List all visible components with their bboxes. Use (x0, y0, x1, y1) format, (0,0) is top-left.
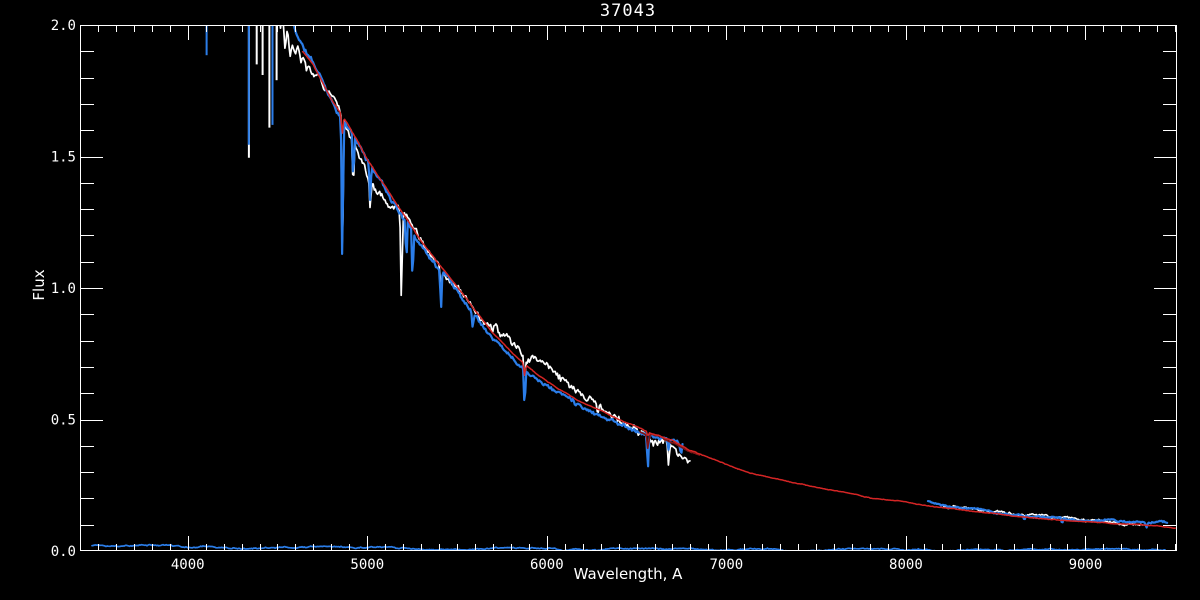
plot-border (80, 25, 1177, 551)
chart-title: 37043 (600, 1, 656, 21)
tick-labels: 4000 5000 6000 7000 8000 9000 0.0 0.5 1.0 1.5 2.0 (51, 18, 1103, 573)
spectra-series (91, 25, 1176, 550)
y-axis-title: Flux (30, 269, 48, 300)
sky-background-spectrum-blue (91, 543, 1166, 550)
x-tick-label: 6000 (530, 557, 564, 573)
observed-spectrum-blue (292, 25, 684, 468)
model-continuum-dark-red (639, 430, 701, 456)
x-tick-label: 9000 (1069, 557, 1103, 573)
y-tick-label: 1.5 (51, 150, 76, 166)
y-tick-label: 0.0 (51, 544, 76, 560)
x-tick-label: 8000 (889, 557, 923, 573)
y-tick-label: 2.0 (51, 18, 76, 34)
observed-spectrum-blue (926, 500, 1169, 529)
x-tick-label: 7000 (709, 557, 743, 573)
x-tick-label: 4000 (171, 557, 205, 573)
y-tick-label: 1.0 (51, 281, 76, 297)
x-tick-label: 5000 (350, 557, 384, 573)
model-continuum-red (301, 50, 1176, 530)
observed-spectrum-white (279, 25, 691, 466)
x-axis-title: Wavelength, A (574, 565, 684, 583)
axis-ticks (80, 25, 1177, 551)
y-tick-label: 0.5 (51, 413, 76, 429)
